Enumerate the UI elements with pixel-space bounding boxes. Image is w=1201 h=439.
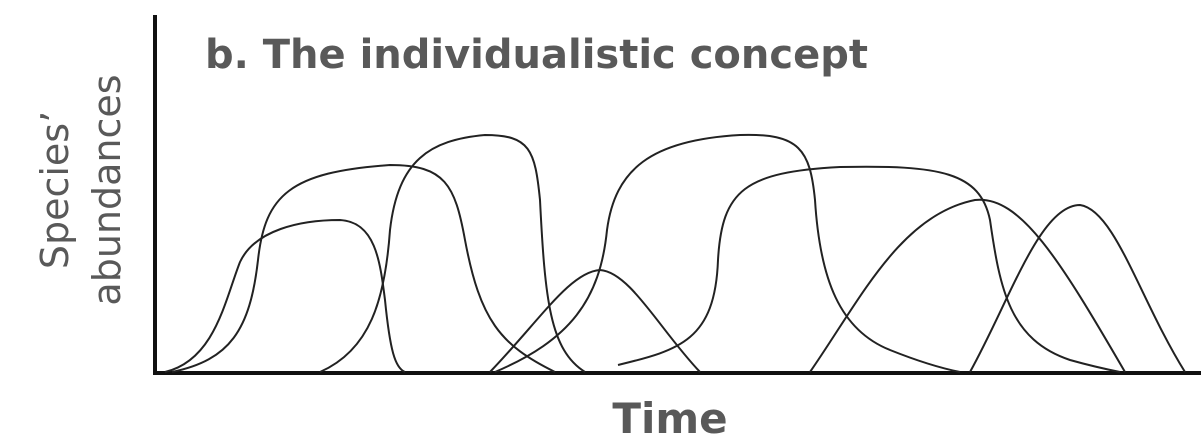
title: b. The individualistic concept [205, 32, 868, 78]
x-axis-label: Time [612, 394, 727, 439]
curves [164, 133, 1186, 373]
curve [319, 133, 586, 373]
curve [809, 198, 1126, 373]
curve [489, 268, 701, 373]
curve [164, 218, 406, 373]
curve [969, 203, 1186, 373]
y-axis-label: Species’ [33, 111, 77, 269]
curve [617, 165, 1121, 373]
curve [494, 133, 961, 373]
y-axis-label: abundances [85, 74, 129, 305]
curve [171, 163, 556, 373]
